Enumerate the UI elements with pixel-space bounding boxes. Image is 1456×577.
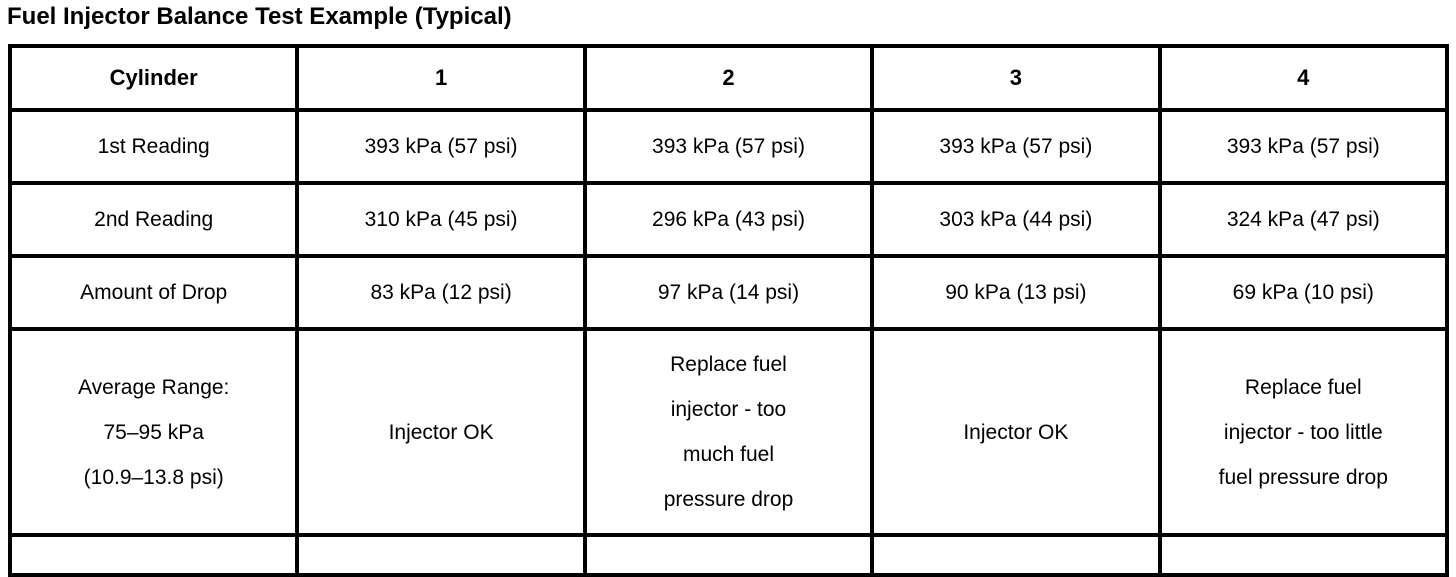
table-row-amount-of-drop: Amount of Drop 83 kPa (12 psi) 97 kPa (1…	[7, 254, 1450, 331]
cell-1st-reading-cyl2: 393 kPa (57 psi)	[582, 108, 875, 185]
cell-1st-reading-cyl4: 393 kPa (57 psi)	[1157, 108, 1450, 185]
column-header-cyl1: 1	[295, 44, 587, 112]
cell-drop-cyl4: 69 kPa (10 psi)	[1157, 254, 1450, 331]
cell-1st-reading-cyl3: 393 kPa (57 psi)	[870, 108, 1162, 185]
cell-2nd-reading-cyl1: 310 kPa (45 psi)	[295, 181, 587, 258]
cell-2nd-reading-cyl3: 303 kPa (44 psi)	[870, 181, 1162, 258]
column-header-cylinder: Cylinder	[7, 44, 300, 112]
column-header-cyl2: 2	[582, 44, 875, 112]
cell-drop-cyl2: 97 kPa (14 psi)	[582, 254, 875, 331]
cell-verdict-cyl1: Injector OK	[295, 327, 587, 537]
cell-clipped-cyl3	[870, 533, 1162, 577]
cell-drop-cyl3: 90 kPa (13 psi)	[870, 254, 1162, 331]
cell-verdict-cyl2: Replace fuel injector - too much fuel pr…	[582, 327, 875, 537]
cell-verdict-cyl3: Injector OK	[870, 327, 1162, 537]
row-label-1st-reading: 1st Reading	[7, 108, 300, 185]
cell-clipped-cyl2	[582, 533, 875, 577]
fuel-injector-balance-table: Cylinder 1 2 3 4 1st Reading 393 kPa (57…	[7, 44, 1450, 577]
table-row-average-range: Average Range: 75–95 kPa (10.9–13.8 psi)…	[7, 327, 1450, 537]
cell-2nd-reading-cyl2: 296 kPa (43 psi)	[582, 181, 875, 258]
table-header-row: Cylinder 1 2 3 4	[7, 44, 1450, 112]
cell-clipped-label	[7, 533, 300, 577]
cell-clipped-cyl4	[1157, 533, 1450, 577]
cell-2nd-reading-cyl4: 324 kPa (47 psi)	[1157, 181, 1450, 258]
cell-1st-reading-cyl1: 393 kPa (57 psi)	[295, 108, 587, 185]
page-title: Fuel Injector Balance Test Example (Typi…	[7, 3, 512, 30]
table-row-clipped	[7, 533, 1450, 577]
table-row-2nd-reading: 2nd Reading 310 kPa (45 psi) 296 kPa (43…	[7, 181, 1450, 258]
table-row-1st-reading: 1st Reading 393 kPa (57 psi) 393 kPa (57…	[7, 108, 1450, 185]
column-header-cyl4: 4	[1157, 44, 1450, 112]
row-label-amount-of-drop: Amount of Drop	[7, 254, 300, 331]
cell-verdict-cyl4: Replace fuel injector - too little fuel …	[1157, 327, 1450, 537]
row-label-average-range: Average Range: 75–95 kPa (10.9–13.8 psi)	[7, 327, 300, 537]
cell-drop-cyl1: 83 kPa (12 psi)	[295, 254, 587, 331]
column-header-cyl3: 3	[870, 44, 1162, 112]
cell-clipped-cyl1	[295, 533, 587, 577]
row-label-2nd-reading: 2nd Reading	[7, 181, 300, 258]
